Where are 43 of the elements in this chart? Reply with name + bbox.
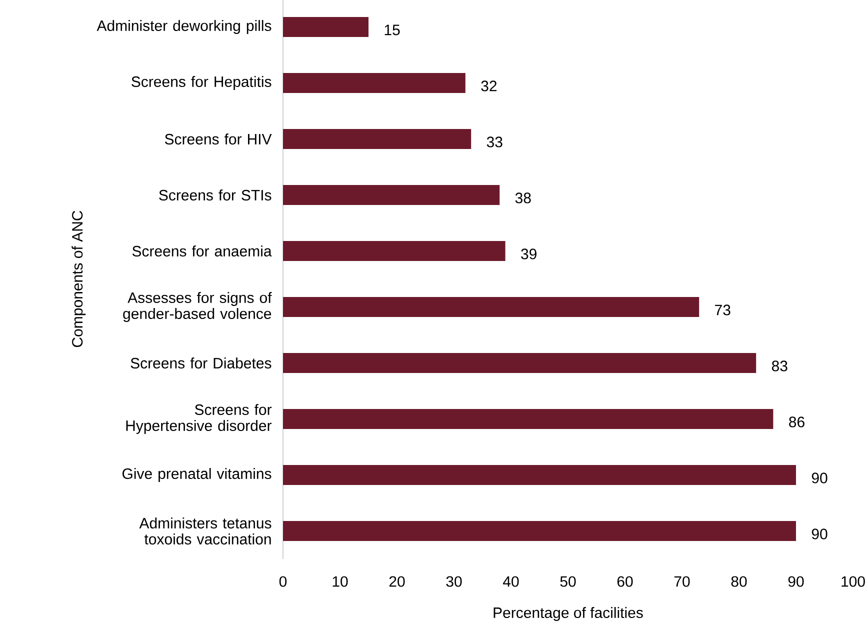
bar: [283, 297, 700, 317]
data-label: 38: [515, 192, 531, 204]
data-label: 73: [715, 304, 730, 316]
x-tick-label: 40: [503, 576, 519, 587]
x-tick-label: 80: [731, 576, 747, 587]
data-label: 90: [812, 528, 828, 540]
x-tick-label: 90: [788, 576, 804, 587]
x-tick-label: 0: [279, 576, 287, 587]
x-tick-label: 100: [842, 576, 865, 587]
bar: [283, 352, 756, 373]
bar: [283, 73, 466, 93]
bar: [283, 185, 500, 205]
x-axis-title: Percentage of facilities: [494, 607, 643, 621]
data-label: 86: [789, 416, 804, 428]
x-tick-label: 60: [617, 576, 633, 587]
x-tick-label: 10: [332, 576, 348, 587]
bar: [283, 240, 506, 261]
bar: [283, 17, 368, 37]
y-tick-label: Screens for anaemia: [132, 245, 272, 256]
x-tick-label: 50: [560, 576, 576, 587]
data-label: 83: [772, 360, 788, 372]
y-tick-label: Screens for HIV: [164, 134, 272, 144]
y-tick-label: Screens for Diabetes: [130, 357, 272, 368]
x-tick-label: 20: [389, 576, 405, 587]
bar: [283, 408, 774, 429]
data-label: 39: [521, 248, 536, 260]
data-label: 33: [486, 136, 502, 148]
x-tick-label: 70: [674, 576, 690, 587]
y-tick-label: Give prenatal vitamins: [122, 468, 272, 482]
data-label: 90: [812, 472, 828, 484]
y-axis-title: Components of ANC: [72, 210, 86, 348]
data-label: 15: [384, 24, 400, 36]
bar: [283, 520, 796, 541]
y-tick-label: Administer deworking pills: [96, 20, 272, 34]
y-tick-label: Assesses for signs of gender-based volence: [123, 292, 272, 322]
bar: [283, 129, 472, 149]
bar: [283, 464, 796, 485]
y-tick-label: Screens for Hepatitis: [132, 76, 272, 90]
y-tick-label: Screens for Hypertensive disorder: [126, 404, 272, 434]
data-label: 32: [481, 80, 497, 92]
y-tick-label: Screens for STIs: [159, 190, 272, 200]
y-tick-label: Administers tetanus toxoids vaccination: [139, 517, 272, 544]
x-tick-label: 30: [446, 576, 462, 587]
